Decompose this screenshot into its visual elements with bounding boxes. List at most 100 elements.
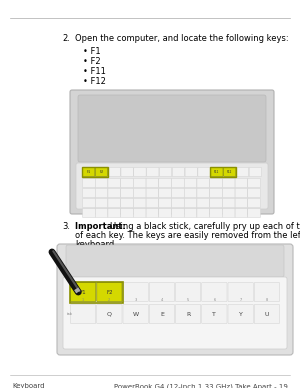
FancyBboxPatch shape — [70, 282, 96, 301]
Text: 8: 8 — [266, 298, 268, 302]
FancyBboxPatch shape — [82, 189, 95, 197]
FancyBboxPatch shape — [228, 305, 253, 324]
FancyBboxPatch shape — [97, 282, 122, 301]
Text: • F2: • F2 — [83, 57, 100, 66]
Text: 6: 6 — [213, 298, 215, 302]
FancyBboxPatch shape — [123, 282, 148, 301]
Text: Y: Y — [239, 312, 243, 317]
Text: Open the computer, and locate the following keys:: Open the computer, and locate the follow… — [75, 34, 289, 43]
Text: tab: tab — [67, 312, 73, 316]
Text: Using a black stick, carefully pry up each of the four keys from the left side: Using a black stick, carefully pry up ea… — [110, 222, 300, 231]
FancyBboxPatch shape — [228, 282, 253, 301]
FancyBboxPatch shape — [235, 178, 248, 187]
FancyBboxPatch shape — [235, 189, 248, 197]
FancyBboxPatch shape — [82, 208, 95, 218]
Text: 5: 5 — [187, 298, 189, 302]
FancyBboxPatch shape — [70, 305, 96, 324]
Text: R: R — [186, 312, 190, 317]
FancyBboxPatch shape — [147, 168, 159, 177]
Text: • F12: • F12 — [83, 77, 106, 86]
FancyBboxPatch shape — [172, 189, 184, 197]
Text: of each key. The keys are easily removed from the left side without damaging the: of each key. The keys are easily removed… — [75, 231, 300, 240]
FancyBboxPatch shape — [210, 199, 222, 208]
FancyBboxPatch shape — [249, 168, 262, 177]
FancyBboxPatch shape — [248, 178, 260, 187]
FancyBboxPatch shape — [95, 208, 108, 218]
FancyBboxPatch shape — [121, 189, 134, 197]
FancyBboxPatch shape — [97, 305, 122, 324]
Text: W: W — [133, 312, 139, 317]
Text: 7: 7 — [239, 298, 242, 302]
FancyBboxPatch shape — [82, 168, 95, 177]
Text: U: U — [265, 312, 269, 317]
FancyBboxPatch shape — [146, 199, 159, 208]
FancyBboxPatch shape — [235, 208, 248, 218]
Text: • F1: • F1 — [83, 47, 100, 56]
FancyBboxPatch shape — [70, 90, 274, 214]
Text: E: E — [160, 312, 164, 317]
FancyBboxPatch shape — [146, 189, 159, 197]
FancyBboxPatch shape — [172, 168, 184, 177]
FancyBboxPatch shape — [159, 199, 172, 208]
FancyBboxPatch shape — [121, 168, 133, 177]
FancyBboxPatch shape — [254, 282, 280, 301]
FancyBboxPatch shape — [210, 178, 222, 187]
FancyBboxPatch shape — [159, 168, 172, 177]
FancyBboxPatch shape — [134, 168, 146, 177]
FancyBboxPatch shape — [172, 199, 184, 208]
FancyBboxPatch shape — [95, 168, 108, 177]
FancyBboxPatch shape — [134, 189, 146, 197]
FancyBboxPatch shape — [121, 208, 134, 218]
FancyBboxPatch shape — [222, 208, 235, 218]
FancyBboxPatch shape — [108, 178, 121, 187]
FancyBboxPatch shape — [95, 189, 108, 197]
FancyBboxPatch shape — [95, 178, 108, 187]
Text: Keyboard: Keyboard — [12, 383, 44, 388]
FancyBboxPatch shape — [121, 199, 134, 208]
Text: 1: 1 — [82, 298, 84, 302]
FancyBboxPatch shape — [70, 282, 96, 301]
FancyBboxPatch shape — [222, 199, 235, 208]
FancyBboxPatch shape — [57, 244, 293, 355]
FancyBboxPatch shape — [254, 305, 280, 324]
FancyBboxPatch shape — [123, 305, 148, 324]
FancyBboxPatch shape — [210, 208, 222, 218]
FancyBboxPatch shape — [149, 282, 175, 301]
FancyBboxPatch shape — [172, 208, 184, 218]
FancyBboxPatch shape — [95, 199, 108, 208]
FancyBboxPatch shape — [210, 189, 222, 197]
Bar — [82, 167, 108, 177]
FancyBboxPatch shape — [95, 168, 108, 177]
FancyBboxPatch shape — [211, 168, 223, 177]
FancyBboxPatch shape — [134, 208, 146, 218]
FancyBboxPatch shape — [248, 208, 260, 218]
FancyBboxPatch shape — [172, 178, 184, 187]
FancyBboxPatch shape — [121, 178, 134, 187]
FancyBboxPatch shape — [198, 168, 210, 177]
Text: Q: Q — [107, 312, 112, 317]
Text: 3: 3 — [134, 298, 137, 302]
FancyBboxPatch shape — [197, 208, 210, 218]
FancyBboxPatch shape — [248, 189, 260, 197]
FancyBboxPatch shape — [146, 178, 159, 187]
Text: Important:: Important: — [75, 222, 129, 231]
FancyBboxPatch shape — [159, 178, 172, 187]
FancyBboxPatch shape — [82, 199, 95, 208]
FancyBboxPatch shape — [184, 199, 197, 208]
FancyBboxPatch shape — [159, 189, 172, 197]
FancyBboxPatch shape — [149, 305, 175, 324]
FancyBboxPatch shape — [76, 163, 268, 209]
Text: F2: F2 — [99, 170, 104, 174]
Text: 3.: 3. — [62, 222, 70, 231]
Text: • F11: • F11 — [83, 67, 106, 76]
FancyBboxPatch shape — [197, 178, 210, 187]
Text: F1: F1 — [80, 289, 86, 294]
Text: 2.: 2. — [62, 34, 70, 43]
Text: F11: F11 — [214, 170, 220, 174]
FancyBboxPatch shape — [146, 208, 159, 218]
FancyBboxPatch shape — [202, 305, 227, 324]
FancyBboxPatch shape — [235, 199, 248, 208]
FancyBboxPatch shape — [184, 178, 197, 187]
FancyBboxPatch shape — [222, 189, 235, 197]
Text: PowerBook G4 (12-inch 1.33 GHz) Take Apart - 19: PowerBook G4 (12-inch 1.33 GHz) Take Apa… — [114, 383, 288, 388]
